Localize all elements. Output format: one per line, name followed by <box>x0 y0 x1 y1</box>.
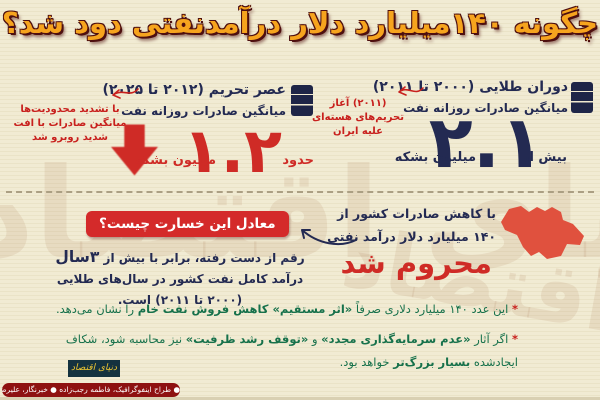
bottom-edge-strip <box>0 397 600 400</box>
footnote-3: ایجادشده بسیار بزرگ‌تر خواهد بود. <box>340 355 518 369</box>
golden-era-export-value: ۲.۱ <box>428 100 544 184</box>
footnote-text: اگر آثار <box>470 332 512 346</box>
equivalence-text-post: درآمد کامل نفت کشور در سال‌های طلایی (۲۰… <box>56 272 304 307</box>
footnote-text: را نشان می‌دهد. <box>55 302 138 316</box>
equivalence-text: رقم از دست رفته، برابر با بیش از ۳سال در… <box>44 247 316 311</box>
footnote-text: ایجادشده <box>470 355 518 369</box>
footnote-asterisk: * <box>511 332 518 346</box>
iran-map <box>501 206 584 259</box>
loss-text-line1: با کاهش صادرات کشور از <box>337 206 496 221</box>
sanction-era-export-value: ۱.۲ <box>182 114 282 187</box>
golden-era-subheading: میانگین صادرات روزانه نفت <box>403 101 568 115</box>
footnote-bold: «اثر مستقیم» کاهش فروش نفت خام <box>137 302 353 316</box>
equivalence-badge: معادل این خسارت چیست؟ <box>86 211 289 237</box>
golden-era-annotation: (۲۰۱۱) آغاز تحریم‌های هسته‌ای علیه ایران <box>312 98 404 137</box>
sanction-era-unit: میلیون بشکه <box>134 153 216 168</box>
squiggle-arrow-icon <box>398 86 424 96</box>
squiggle-arrow-icon <box>112 88 139 99</box>
newspaper-logo: دنیای اقتصاد <box>68 360 120 377</box>
footnote-bold: بسیار بزرگ‌تر <box>393 355 471 369</box>
golden-era-qualifier: بیش از <box>521 150 567 165</box>
footnote-1: * این عدد ۱۴۰ میلیارد دلاری صرفاً «اثر م… <box>56 302 518 316</box>
equivalence-text-bold: ۳سال <box>55 248 100 266</box>
dashed-divider <box>6 191 594 193</box>
oil-barrel-icon <box>291 85 313 116</box>
footnote-2: * اگر آثار «عدم سرمایه‌گذاری مجدد» و «تو… <box>66 332 518 346</box>
golden-era-unit: میلیون بشکه <box>394 150 476 165</box>
sanction-era-heading: عصر تحریم (۲۰۱۲ تا ۲۰۲۵) <box>102 82 286 98</box>
golden-era-heading: دوران طلایی (۲۰۰۰ تا ۲۰۱۱) <box>372 79 568 95</box>
sanction-era-qualifier: حدود <box>282 153 314 168</box>
decline-arrow-icon <box>111 124 158 176</box>
page-title: چگونه ۱۴۰میلیارد دلار درآمدنفتی دود شد؟ <box>1 6 599 40</box>
footnote-text: نیز محاسبه شود، شکاف <box>65 332 186 346</box>
footnote-asterisk: * <box>511 302 518 316</box>
credits-bar: ● طراح اینفوگرافیک، فاطمه رجب‌زاده ● خبر… <box>2 383 180 397</box>
sanction-era-annotation: با تشدید محدودیت‌ها میانگین صادرات با اف… <box>13 104 127 143</box>
oil-barrel-icon <box>571 82 593 113</box>
equivalence-text-pre: رقم از دست رفته، برابر با بیش از <box>99 251 305 265</box>
footnote-text: و <box>308 332 322 346</box>
sanction-era-subheading: میانگین صادرات روزانه نفت <box>121 104 286 118</box>
footnote-bold: «عدم سرمایه‌گذاری مجدد» <box>321 332 471 346</box>
footnote-text: خواهد بود. <box>339 355 394 369</box>
loss-text-line2: ۱۴۰ میلیارد دلار درآمد نفتی <box>327 229 496 244</box>
footnote-bold: «توقف رشد ظرفیت» <box>185 332 309 346</box>
loss-highlight: محروم شد <box>340 246 492 280</box>
curved-arrow-icon <box>301 229 357 246</box>
footnote-text: این عدد ۱۴۰ میلیارد دلاری صرفاً <box>352 302 512 316</box>
